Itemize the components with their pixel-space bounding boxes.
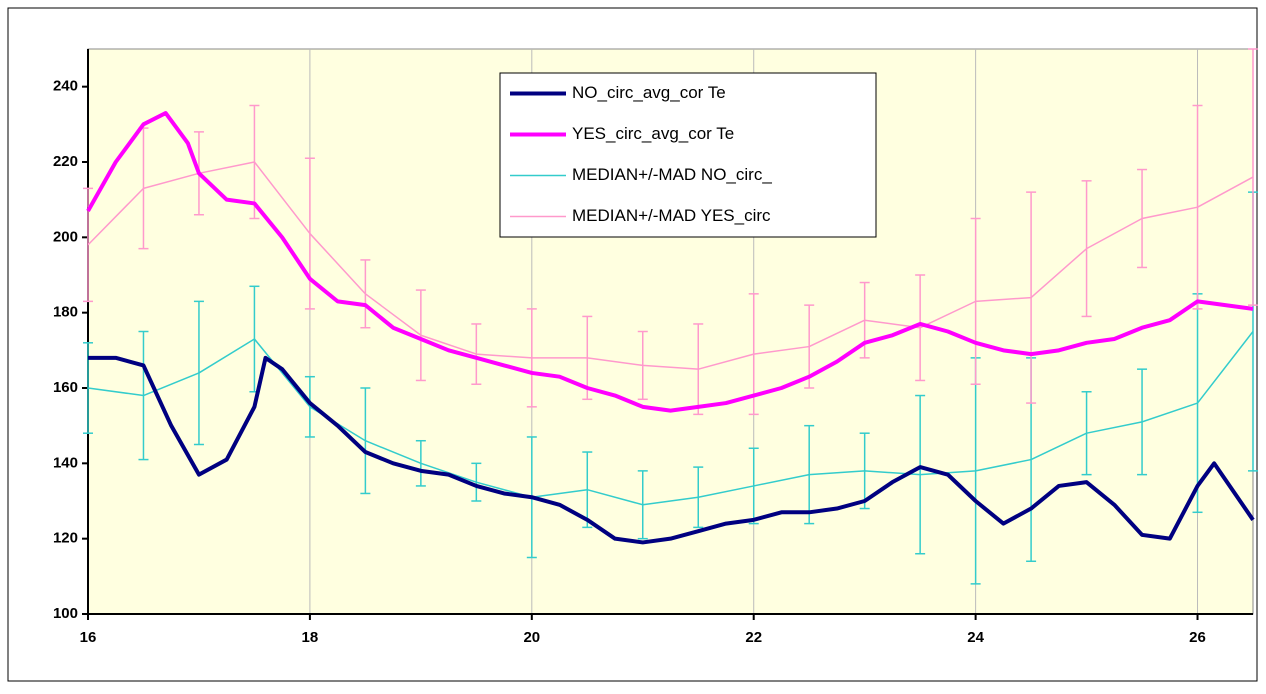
y-tick-label: 200: [53, 228, 78, 245]
series-line: [87, 331, 1254, 506]
series-line: [88, 355, 1255, 545]
legend: [499, 72, 877, 238]
legend-label: MEDIAN+/-MAD YES_circ: [572, 206, 771, 225]
x-tick-label: 22: [745, 629, 762, 646]
y-tick-label: 240: [53, 78, 78, 95]
x-tick-label: 20: [523, 629, 540, 646]
x-tick-label: 26: [1189, 629, 1206, 646]
y-tick-label: 160: [53, 379, 78, 396]
y-tick-label: 220: [53, 153, 78, 170]
x-tick-label: 16: [80, 629, 97, 646]
y-tick-label: 120: [53, 530, 78, 547]
x-tick-label: 18: [302, 629, 319, 646]
y-tick-label: 180: [53, 304, 78, 321]
series-line: [87, 161, 1254, 370]
legend-label: YES_circ_avg_cor Te: [572, 124, 734, 143]
y-tick-label: 100: [53, 605, 78, 622]
series-line: [86, 111, 1254, 413]
legend-label: NO_circ_avg_cor Te: [572, 83, 726, 102]
x-tick-label: 24: [967, 629, 984, 646]
y-tick-label: 140: [53, 454, 78, 471]
legend-label: MEDIAN+/-MAD NO_circ_: [572, 165, 772, 184]
